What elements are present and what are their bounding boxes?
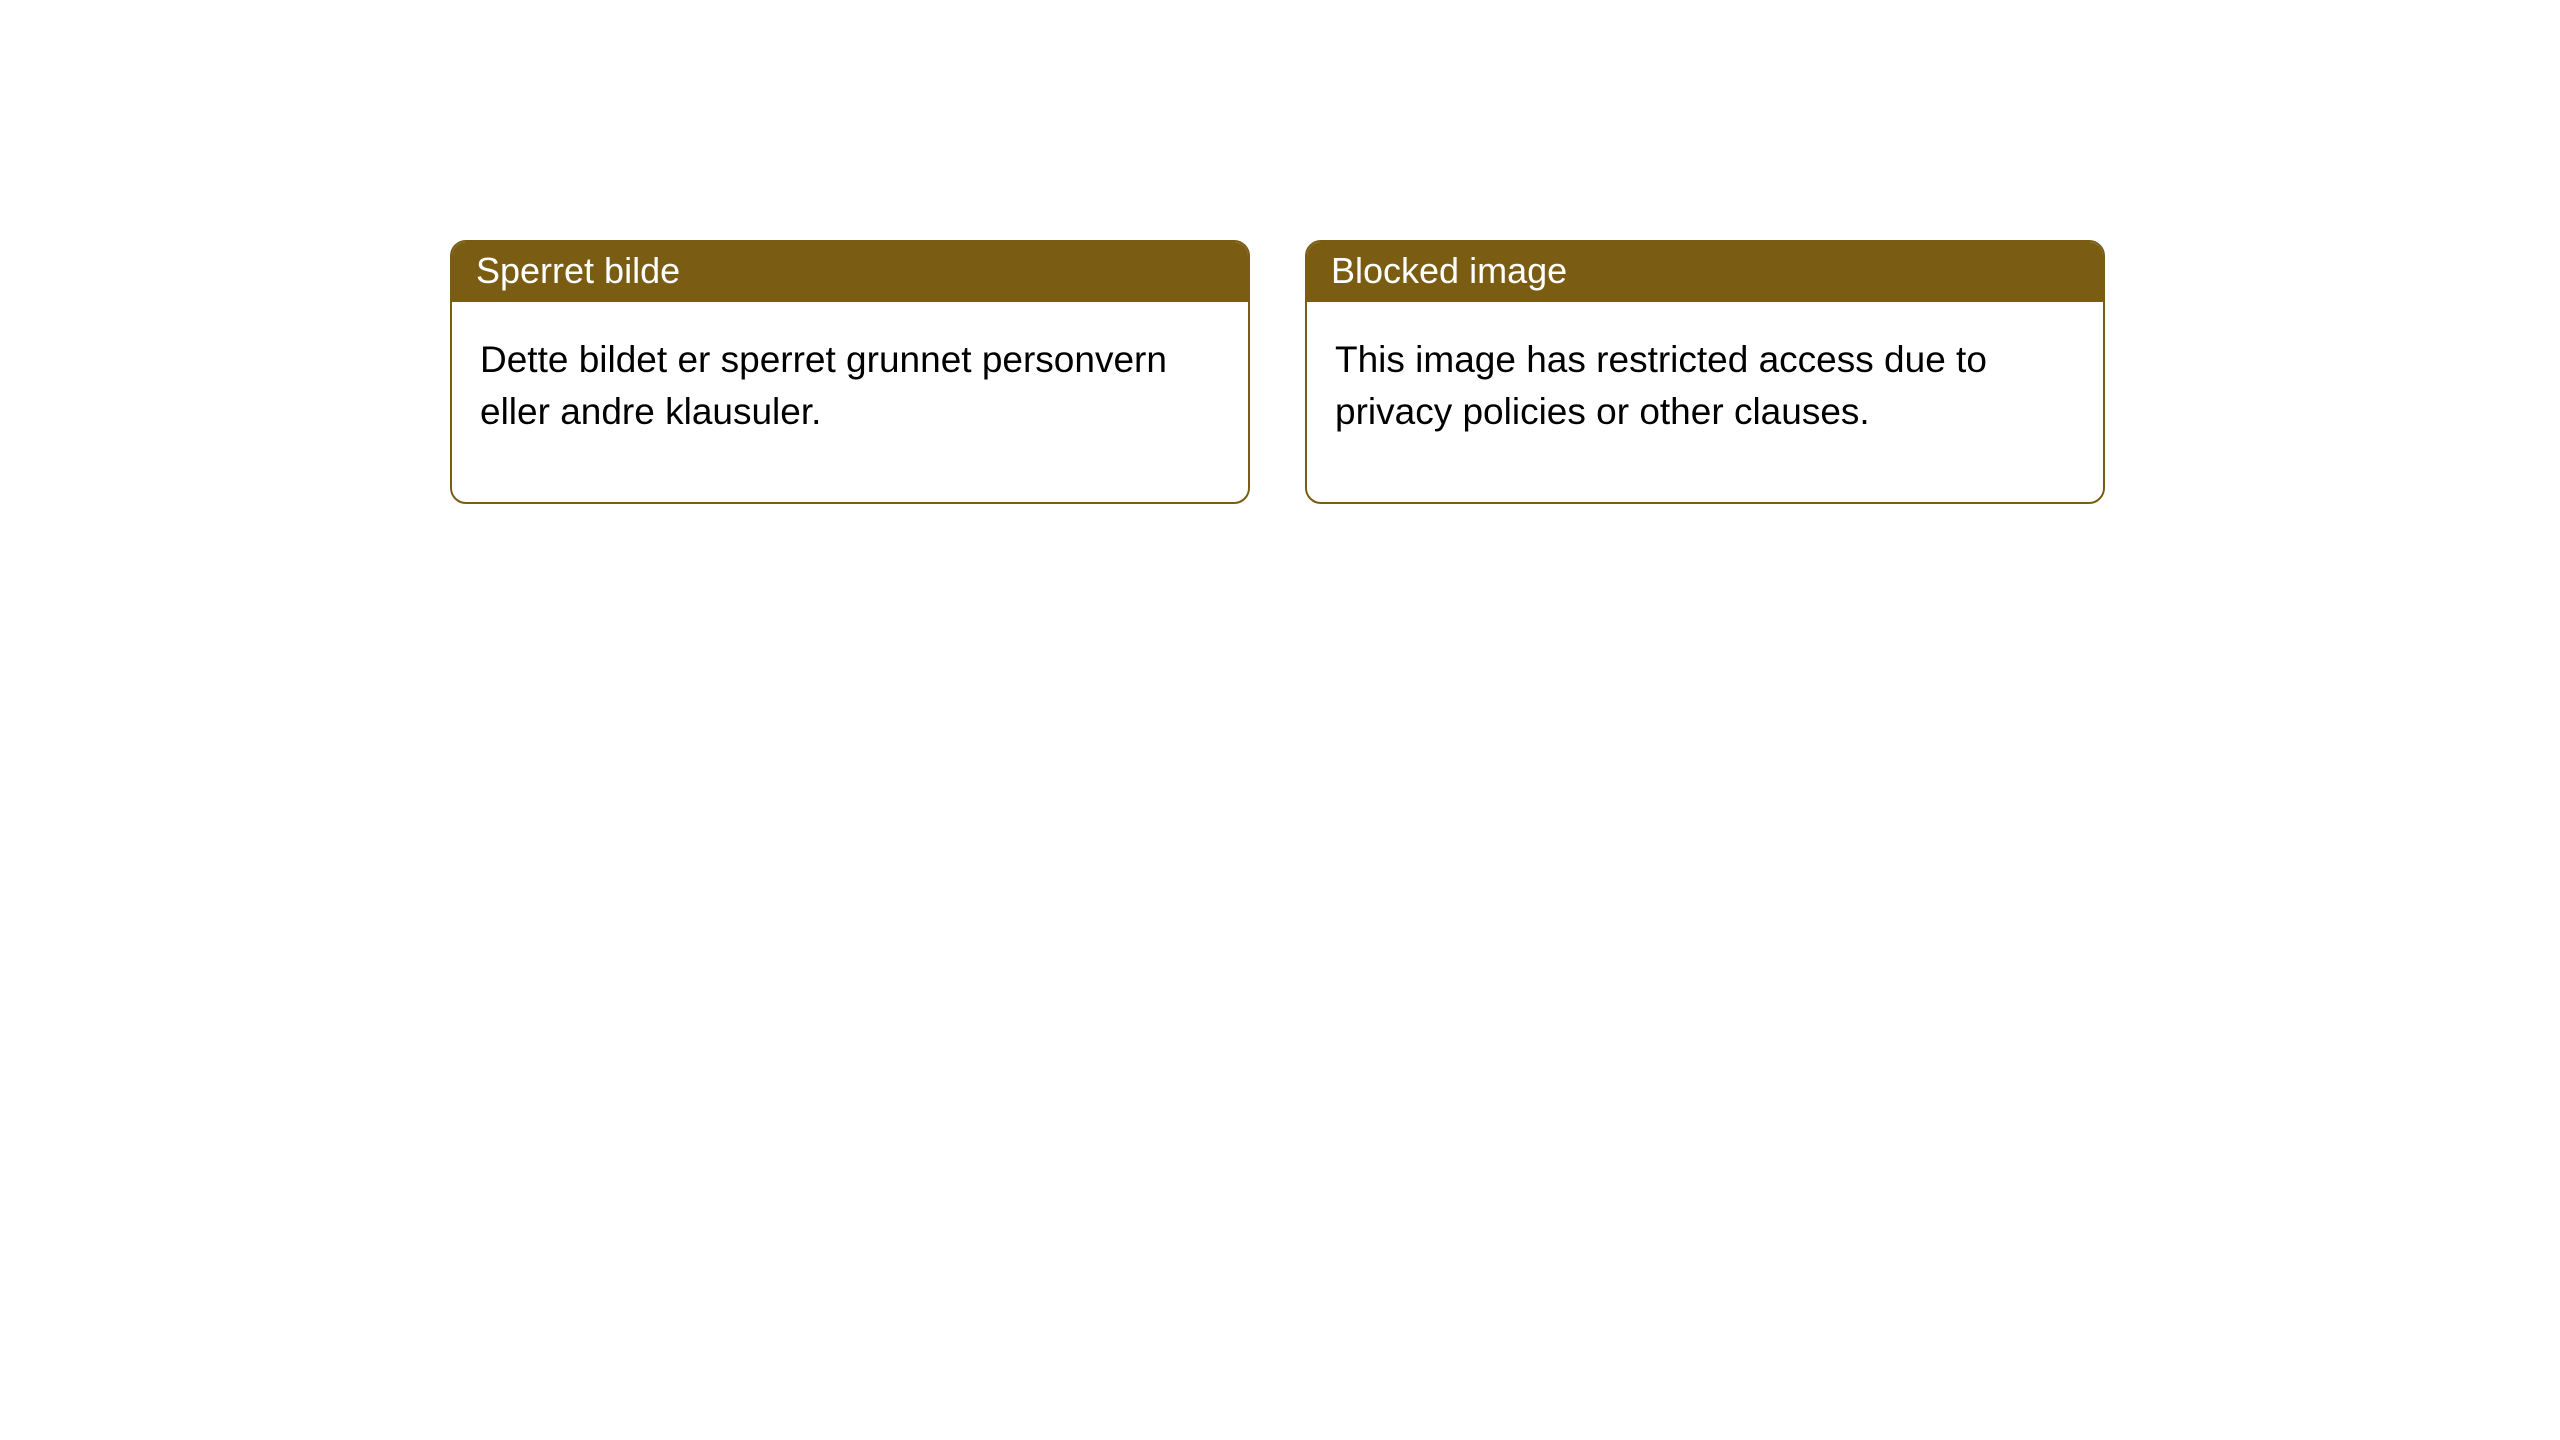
notice-title-no: Sperret bilde <box>452 242 1248 302</box>
notice-card-no: Sperret bilde Dette bildet er sperret gr… <box>450 240 1250 504</box>
notice-body-no: Dette bildet er sperret grunnet personve… <box>452 302 1248 502</box>
notice-card-en: Blocked image This image has restricted … <box>1305 240 2105 504</box>
notice-body-en: This image has restricted access due to … <box>1307 302 2103 502</box>
notice-title-en: Blocked image <box>1307 242 2103 302</box>
notice-container: Sperret bilde Dette bildet er sperret gr… <box>0 0 2560 504</box>
